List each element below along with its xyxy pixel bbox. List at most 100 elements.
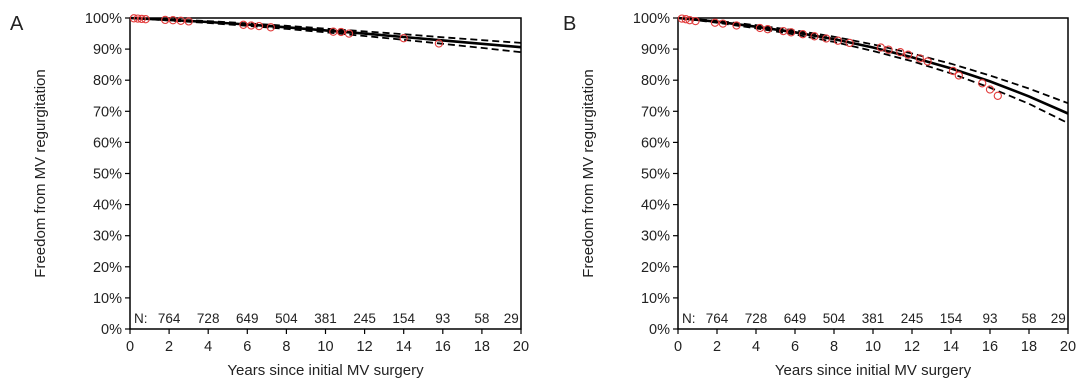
n-at-risk-value: 504: [275, 311, 298, 326]
y-tick-label: 20%: [93, 260, 122, 276]
event-marker: [137, 14, 146, 24]
x-tick-label: 14: [396, 339, 412, 355]
n-at-risk-value: 245: [901, 311, 924, 326]
n-at-risk-value: 93: [435, 311, 450, 326]
x-tick-label: 20: [1060, 339, 1076, 355]
n-at-risk-value: 29: [504, 311, 519, 326]
y-axis-label: Freedom from MV regurgitation: [580, 69, 597, 277]
plot-frame: [129, 17, 522, 330]
event-marker: [923, 57, 932, 66]
event-marker: [884, 45, 893, 54]
y-tick-label: 20%: [641, 260, 670, 276]
panel-label: A: [10, 13, 24, 35]
n-at-risk-value: 245: [353, 311, 376, 326]
x-tick-label: 2: [165, 339, 173, 355]
y-tick-label: 0%: [649, 322, 670, 338]
event-marker: [845, 38, 854, 48]
n-at-risk-value: 728: [745, 311, 768, 326]
n-at-risk-value: 58: [474, 311, 489, 326]
n-at-risk-value: 29: [1051, 311, 1066, 326]
y-tick-label: 30%: [641, 229, 670, 245]
y-tick-label: 60%: [93, 135, 122, 151]
x-tick-label: 0: [126, 339, 134, 355]
n-at-risk-value: 58: [1021, 311, 1036, 326]
event-marker: [822, 34, 831, 43]
n-at-risk-value: 728: [197, 311, 220, 326]
n-at-risk-value: 649: [784, 311, 807, 326]
event-marker: [786, 28, 796, 37]
x-tick-label: 12: [357, 339, 373, 355]
event-marker: [763, 25, 772, 34]
y-tick-label: 60%: [641, 135, 670, 151]
event-marker: [718, 19, 728, 28]
event-marker: [161, 15, 170, 25]
event-marker: [344, 29, 354, 38]
event-marker: [954, 71, 963, 80]
event-marker: [399, 34, 408, 43]
y-tick-label: 40%: [93, 198, 122, 214]
confidence-band-line: [677, 17, 1069, 105]
x-tick-label: 0: [674, 339, 682, 355]
y-tick-label: 80%: [93, 73, 122, 89]
confidence-band-line: [677, 17, 1069, 124]
y-tick-label: 80%: [641, 73, 670, 89]
x-tick-label: 10: [317, 339, 333, 355]
y-tick-label: 10%: [93, 291, 122, 307]
y-tick-label: 90%: [93, 42, 122, 58]
x-tick-label: 16: [982, 339, 998, 355]
x-tick-label: 14: [943, 339, 959, 355]
event-marker: [710, 18, 720, 27]
event-marker: [896, 48, 905, 57]
event-marker: [993, 91, 1002, 100]
x-tick-label: 4: [204, 339, 212, 355]
confidence-band-line: [129, 17, 522, 54]
event-marker: [810, 32, 819, 41]
x-tick-label: 18: [474, 339, 490, 355]
x-tick-label: 8: [282, 339, 290, 355]
event-marker: [876, 43, 885, 52]
y-tick-label: 10%: [641, 291, 670, 307]
n-at-risk-value: 764: [158, 311, 181, 326]
panel-label: B: [563, 13, 576, 35]
x-tick-label: 12: [904, 339, 920, 355]
event-marker: [184, 17, 193, 26]
n-at-risk-value: 93: [982, 311, 997, 326]
event-marker: [168, 16, 178, 25]
n-at-risk-value: 764: [706, 311, 729, 326]
x-tick-label: 8: [830, 339, 838, 355]
y-tick-label: 100%: [85, 11, 122, 27]
event-marker: [329, 27, 338, 36]
y-tick-label: 0%: [101, 322, 122, 338]
plot-frame: [677, 17, 1069, 330]
n-at-risk-value: 154: [940, 311, 963, 326]
y-tick-label: 70%: [93, 104, 122, 120]
estimate-line: [129, 16, 522, 49]
event-marker: [434, 39, 444, 48]
event-marker: [677, 14, 687, 23]
estimate-line: [677, 16, 1069, 115]
event-marker: [948, 66, 958, 76]
n-at-risk-label: N:: [134, 311, 148, 326]
x-tick-label: 20: [513, 339, 529, 355]
x-tick-label: 2: [713, 339, 721, 355]
x-tick-label: 16: [435, 339, 451, 355]
n-at-risk-label: N:: [682, 311, 696, 326]
event-marker: [336, 27, 346, 37]
event-marker: [129, 14, 139, 23]
n-at-risk-value: 154: [392, 311, 415, 326]
event-marker: [239, 20, 248, 29]
event-marker: [254, 21, 264, 31]
event-marker: [798, 30, 807, 39]
y-tick-label: 40%: [641, 198, 670, 214]
n-at-risk-value: 381: [314, 311, 337, 326]
n-at-risk-value: 504: [823, 311, 846, 326]
n-at-risk-value: 649: [236, 311, 259, 326]
x-tick-label: 4: [752, 339, 760, 355]
event-marker: [978, 79, 987, 88]
x-tick-label: 10: [865, 339, 881, 355]
y-tick-label: 30%: [93, 229, 122, 245]
event-marker: [247, 21, 256, 30]
event-marker: [691, 16, 700, 26]
event-marker: [833, 36, 843, 45]
x-axis-label: Years since initial MV surgery: [227, 362, 424, 379]
